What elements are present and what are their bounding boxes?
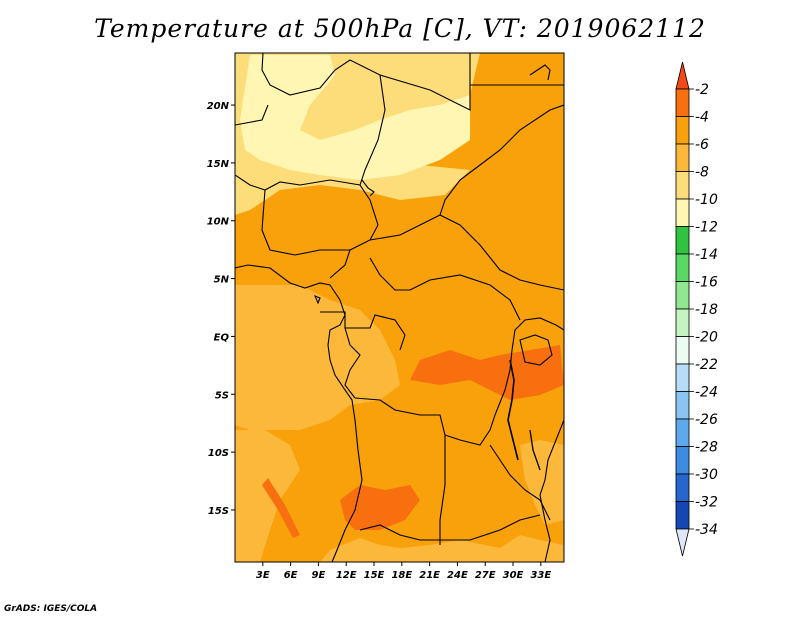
lat-tick-label: 5S <box>215 390 229 401</box>
colorbar-label: -20 <box>695 330 718 346</box>
grads-credit: GrADS: IGES/COLA <box>4 604 98 614</box>
colorbar-label: -4 <box>695 110 709 126</box>
field-mozambique-cool <box>520 440 564 525</box>
colorbar-box <box>675 88 690 117</box>
lat-tick-label: 15S <box>208 506 229 517</box>
colorbar-box <box>675 473 690 502</box>
field-south-cool <box>320 535 564 562</box>
mozambique-coast <box>539 419 564 562</box>
colorbar-box <box>675 418 690 447</box>
colorbar-box <box>675 501 690 530</box>
colorbar-label: -34 <box>695 522 718 538</box>
lat-tick-label: 15N <box>207 159 230 170</box>
drc-angola <box>354 397 496 446</box>
map-frame <box>234 52 565 563</box>
red-sea-coast <box>529 64 551 81</box>
nigeria-border <box>261 189 351 279</box>
niger-mali-border <box>235 104 269 126</box>
west-africa-coast <box>235 264 363 562</box>
colorbar-label: -8 <box>695 165 709 181</box>
car-border <box>369 104 564 241</box>
southern-border <box>359 514 541 541</box>
lon-tick-label: 12E <box>336 570 357 581</box>
lake-malawi <box>529 429 541 471</box>
colorbar-label: -14 <box>695 247 718 263</box>
lon-tick-label: 6E <box>284 570 298 581</box>
lon-tick-label: 18E <box>391 570 412 581</box>
colorbar-label: -30 <box>695 467 718 483</box>
temperature-field <box>235 53 564 562</box>
lake-tanganyika <box>507 359 519 461</box>
field-gulf-guinea <box>235 285 400 430</box>
chart-title: Temperature at 500hPa [C], VT: 201906211… <box>94 14 706 43</box>
colorbar-box <box>675 308 690 337</box>
colorbar-label: -26 <box>695 412 718 428</box>
west-africa-inner <box>235 174 361 191</box>
colorbar: -2 -4 -6 -8 -10 -12 -14 -16 -18 -20 -22 -24 -26 -28 -3… <box>675 61 718 557</box>
lon-tick-label: 21E <box>419 570 440 581</box>
colorbar-label: -2 <box>695 82 709 98</box>
colorbar-box <box>675 336 690 365</box>
lat-tick-label: 5N <box>214 275 230 286</box>
colorbar-box <box>675 143 690 172</box>
angola-zambia <box>439 435 446 545</box>
field-angola-warm <box>340 485 420 530</box>
lon-tick-label: 27E <box>475 570 496 581</box>
lat-tick-label: 10N <box>207 217 230 228</box>
lon-tick-label: 33E <box>530 570 551 581</box>
colorbar-box <box>675 253 690 282</box>
colorbar-label: -24 <box>695 385 718 401</box>
congo-car <box>369 257 521 321</box>
south-sudan-border <box>439 214 564 291</box>
field-sahara-cool-2 <box>280 60 325 90</box>
colorbar-box <box>675 171 690 200</box>
field-namibia-warm <box>262 478 300 538</box>
lake-chad <box>361 179 375 197</box>
gulf-guinea-island <box>313 294 321 305</box>
sahara-border-1 <box>261 53 471 111</box>
congo-gabon <box>344 327 361 399</box>
field-east-warm <box>410 345 564 400</box>
cameroon-congo <box>320 311 406 351</box>
lon-tick-label: 9E <box>312 570 326 581</box>
colorbar-top-arrow <box>675 61 690 90</box>
colorbar-label: -10 <box>695 192 718 208</box>
country-borders <box>235 53 564 562</box>
lake-victoria <box>519 334 553 366</box>
field-southwest <box>235 430 300 562</box>
drc-east <box>494 317 564 416</box>
colorbar-box <box>675 198 690 227</box>
lat-tick-label: 10S <box>208 448 229 459</box>
lat-tick-label: EQ <box>214 332 230 343</box>
colorbar-label: -22 <box>695 357 718 373</box>
longitude-axis: 3E 6E 9E 12E 15E 18E 21E 24E 27E 30E 33E <box>256 562 551 581</box>
colorbar-box <box>675 226 690 255</box>
colorbar-label: -12 <box>695 220 718 236</box>
lon-tick-label: 3E <box>256 570 270 581</box>
colorbar-box <box>675 446 690 475</box>
colorbar-label: -18 <box>695 302 718 318</box>
colorbar-bottom-arrow <box>675 528 690 557</box>
colorbar-box <box>675 116 690 145</box>
colorbar-label: -16 <box>695 275 718 291</box>
colorbar-label: -28 <box>695 440 718 456</box>
colorbar-label: -32 <box>695 495 718 511</box>
lon-tick-label: 30E <box>503 570 524 581</box>
lon-tick-label: 24E <box>447 570 468 581</box>
lat-tick-label: 20N <box>207 101 230 112</box>
latitude-axis: 20N 15N 10N 5N EQ 5S 10S 15S <box>207 101 235 517</box>
colorbar-box <box>675 363 690 392</box>
colorbar-box <box>675 391 690 420</box>
colorbar-label: -6 <box>695 137 709 153</box>
lon-tick-label: 15E <box>364 570 385 581</box>
colorbar-box <box>675 281 690 310</box>
